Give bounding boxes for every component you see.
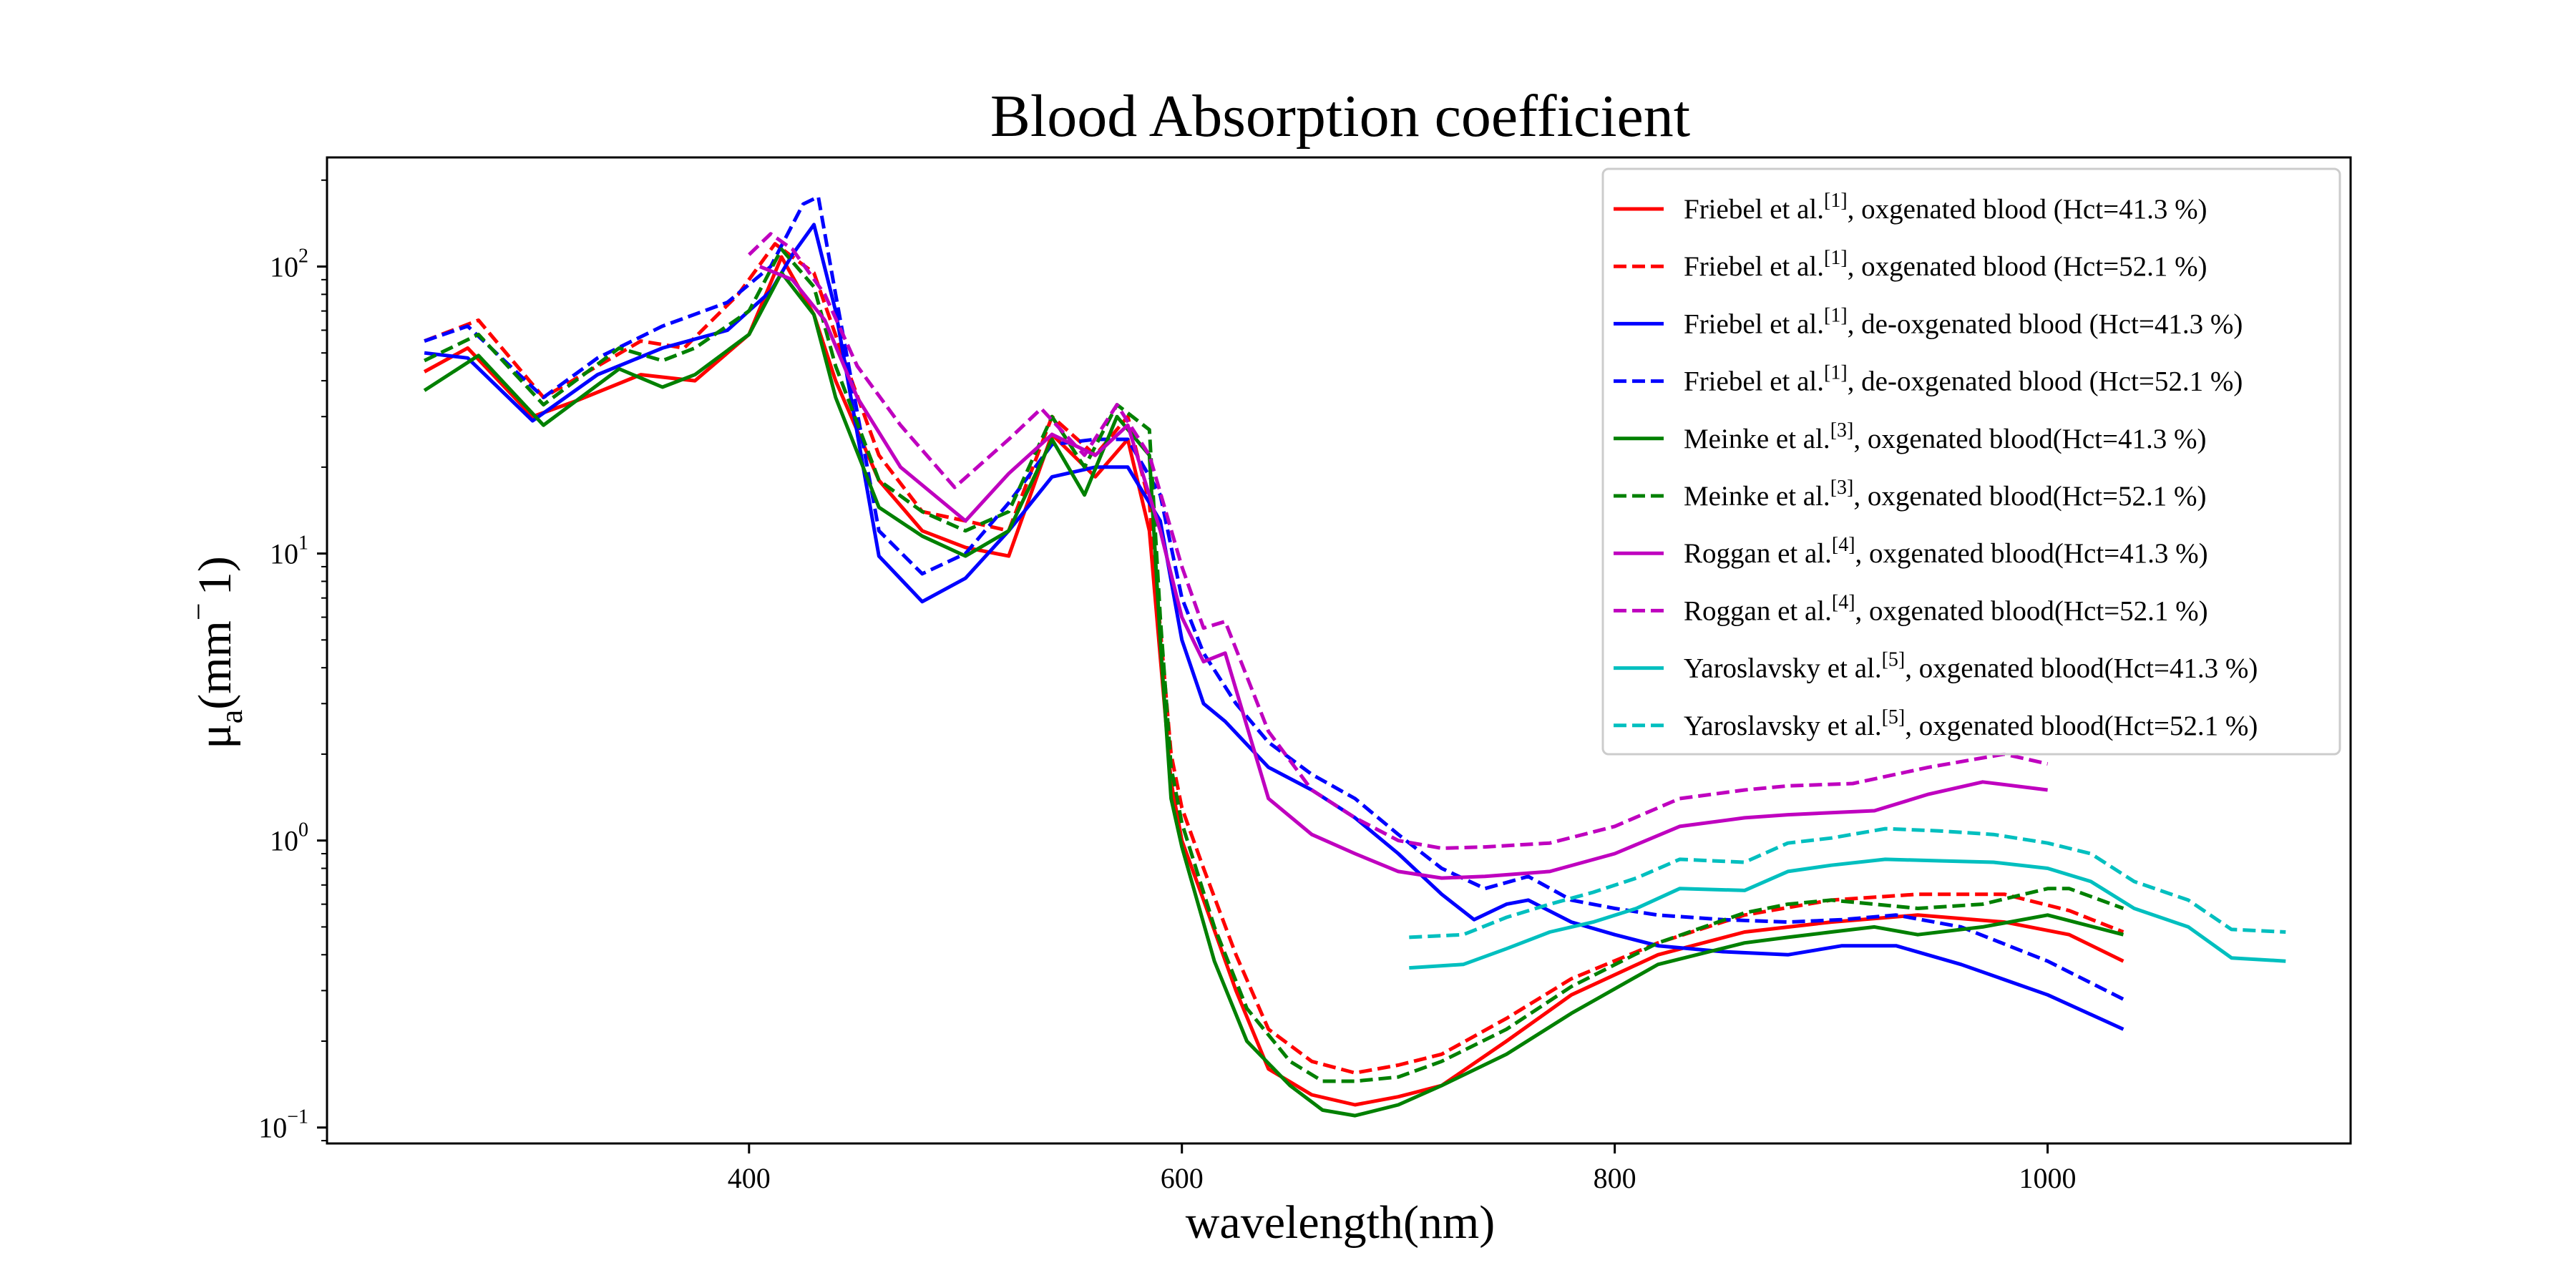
- legend-label: Yaroslavsky et al.[5], oxgenated blood(H…: [1684, 706, 2258, 741]
- x-tick-label: 1000: [2019, 1162, 2077, 1194]
- legend-label: Yaroslavsky et al.[5], oxgenated blood(H…: [1684, 649, 2258, 684]
- chart-title: Blood Absorption coefficient: [990, 83, 1690, 150]
- x-tick-label: 800: [1594, 1162, 1636, 1194]
- legend-entry: Meinke et al.[3], oxgenated blood(Hct=41…: [1614, 419, 2206, 454]
- legend: Friebel et al.[1], oxgenated blood (Hct=…: [1601, 167, 2341, 756]
- series-layer: [423, 195, 2286, 1118]
- series-line-10: [1409, 826, 2286, 940]
- series-line-7: [758, 265, 2048, 880]
- legend-entry: Meinke et al.[3], oxgenated blood(Hct=52…: [1614, 477, 2206, 512]
- legend-label: Roggan et al.[4], oxgenated blood(Hct=52…: [1684, 591, 2208, 626]
- x-tick-label: 400: [728, 1162, 771, 1194]
- x-axis-ticks: 400 600 800 1000: [728, 1143, 2077, 1194]
- legend-label: Friebel et al.[1], oxgenated blood (Hct=…: [1684, 190, 2207, 225]
- legend-entry: Roggan et al.[4], oxgenated blood(Hct=41…: [1614, 534, 2208, 569]
- legend-entry: Friebel et al.[1], de-oxgenated blood (H…: [1614, 362, 2243, 397]
- legend-entry: Roggan et al.[4], oxgenated blood(Hct=52…: [1614, 591, 2208, 626]
- legend-entry: Friebel et al.[1], de-oxgenated blood (H…: [1614, 304, 2243, 339]
- y-tick-label: 100: [270, 819, 308, 857]
- plot-area: [326, 156, 2352, 1145]
- series-line-5: [423, 270, 2124, 1118]
- y-axis-label: μa(mm−1): [181, 556, 249, 748]
- y-axis-ticks: 10−1 100 101 102: [258, 179, 327, 1144]
- series-line-8: [748, 232, 2049, 850]
- series-line-9: [1409, 857, 2286, 970]
- x-tick-label: 600: [1161, 1162, 1204, 1194]
- series-line-6: [424, 247, 2124, 1083]
- legend-label: Roggan et al.[4], oxgenated blood(Hct=41…: [1684, 534, 2208, 569]
- legend-entries: Friebel et al.[1], oxgenated blood (Hct=…: [1614, 190, 2258, 741]
- legend-label: Meinke et al.[3], oxgenated blood(Hct=41…: [1684, 419, 2206, 454]
- legend-entry: Yaroslavsky et al.[5], oxgenated blood(H…: [1614, 649, 2258, 684]
- legend-label: Meinke et al.[3], oxgenated blood(Hct=52…: [1684, 477, 2206, 512]
- y-tick-label: 102: [270, 245, 308, 283]
- x-axis-label: wavelength(nm): [1186, 1196, 1496, 1249]
- legend-label: Friebel et al.[1], de-oxgenated blood (H…: [1684, 362, 2243, 397]
- legend-entry: Yaroslavsky et al.[5], oxgenated blood(H…: [1614, 706, 2258, 741]
- legend-entry: Friebel et al.[1], oxgenated blood (Hct=…: [1614, 247, 2207, 282]
- series-line-4: [424, 195, 2124, 1001]
- legend-label: Friebel et al.[1], oxgenated blood (Hct=…: [1684, 247, 2207, 282]
- y-tick-label: 10−1: [258, 1106, 308, 1144]
- y-tick-label: 101: [270, 532, 308, 570]
- plot-frame: [326, 156, 2352, 1145]
- svg-text:μa(mm−1): μa(mm−1): [181, 556, 249, 748]
- legend-entry: Friebel et al.[1], oxgenated blood (Hct=…: [1614, 190, 2207, 225]
- legend-label: Friebel et al.[1], de-oxgenated blood (H…: [1684, 304, 2243, 339]
- legend-box: [1601, 167, 2341, 756]
